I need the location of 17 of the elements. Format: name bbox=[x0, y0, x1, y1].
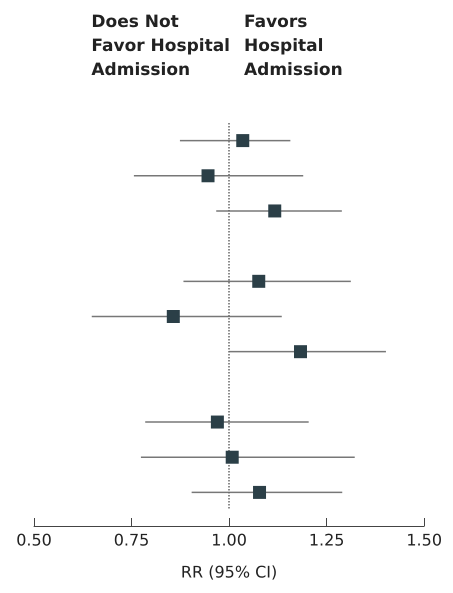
text: Does Not Favor Hospital Admission bbox=[91, 12, 230, 80]
x-tick-label: 1.25 bbox=[308, 530, 344, 550]
x-tick-label: 0.75 bbox=[114, 530, 150, 550]
point bbox=[268, 204, 282, 218]
text: Favors Hospital Admission bbox=[244, 12, 343, 80]
point bbox=[252, 274, 266, 288]
point bbox=[236, 134, 250, 148]
point bbox=[226, 450, 239, 464]
x-tick-label: 1.00 bbox=[211, 530, 247, 550]
point bbox=[202, 169, 215, 182]
point bbox=[166, 310, 180, 323]
point bbox=[210, 416, 224, 429]
point bbox=[294, 345, 307, 358]
x-axis-title: RR (95% CI) bbox=[180, 562, 278, 582]
point bbox=[253, 486, 266, 499]
x-tick-label: 1.50 bbox=[406, 530, 442, 550]
x-tick-label: 0.50 bbox=[16, 530, 52, 550]
